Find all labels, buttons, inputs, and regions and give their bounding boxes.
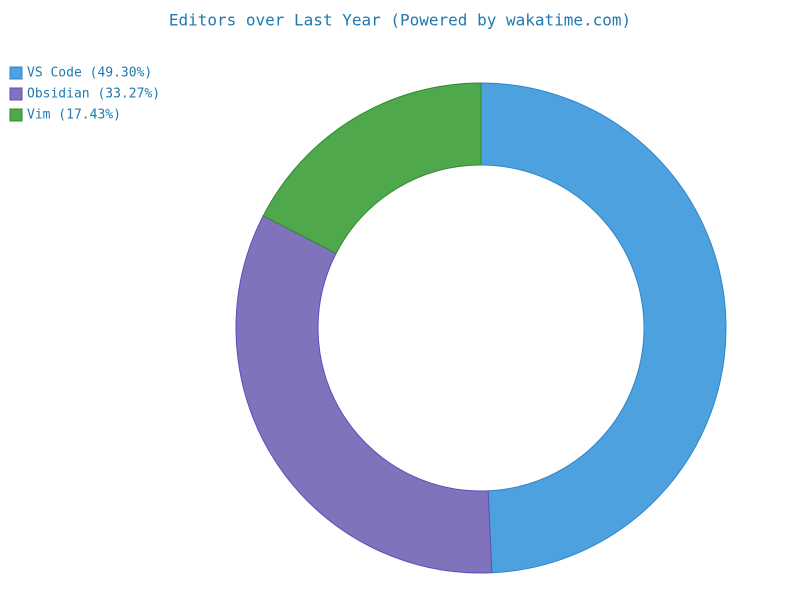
chart-title: Editors over Last Year (Powered by wakat… [169,11,631,30]
legend-label: VS Code (49.30%) [27,66,152,81]
donut-slice [262,82,482,255]
donut-slice [235,215,493,574]
legend-swatch [9,87,23,101]
legend-swatch [9,108,23,122]
legend-label: Obsidian (33.27%) [27,87,160,102]
legend-label: Vim (17.43%) [27,108,121,123]
donut-slice [480,82,727,574]
legend-swatch [9,66,23,80]
